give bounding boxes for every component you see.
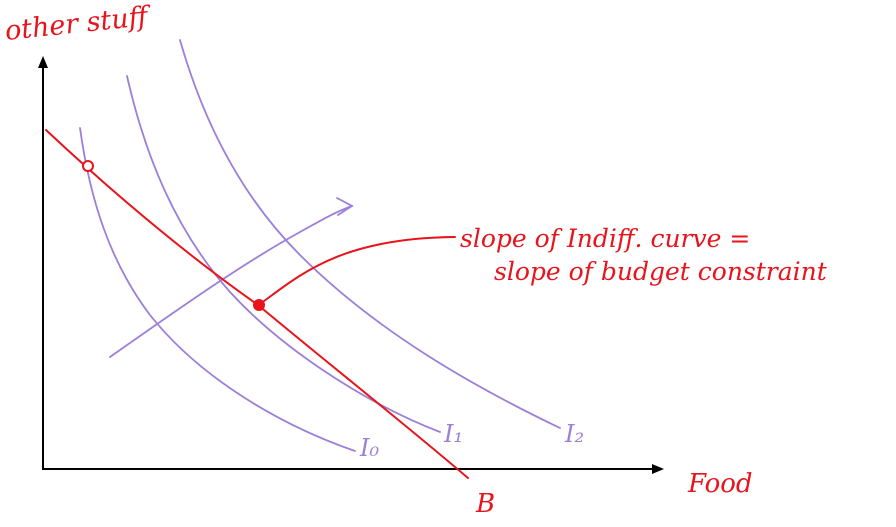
indifference-curve-i1 [126,75,441,433]
budget-line-label: B [475,489,495,519]
x-axis-arrowhead [652,464,664,474]
axes [38,56,664,474]
y-axis-label: other stuff [3,1,152,47]
indifference-curve-i0 [79,127,356,452]
expansion-path-arrow [109,205,353,358]
annotation-pointer [259,236,456,305]
budget-corner-point [82,160,94,172]
annotation-line-2: slope of budget constraint [494,257,828,286]
x-axis-label: Food [687,469,753,499]
curve-label-i0: I₀ [359,434,379,462]
curve-label-i2: I₂ [564,420,584,448]
expansion-path-arrowhead [336,197,354,216]
curve-label-i1: I₁ [443,420,463,448]
annotation-line-1: slope of Indiff. curve = [460,224,750,253]
y-axis-arrowhead [38,56,48,68]
indifference-curve-i2 [179,39,561,429]
